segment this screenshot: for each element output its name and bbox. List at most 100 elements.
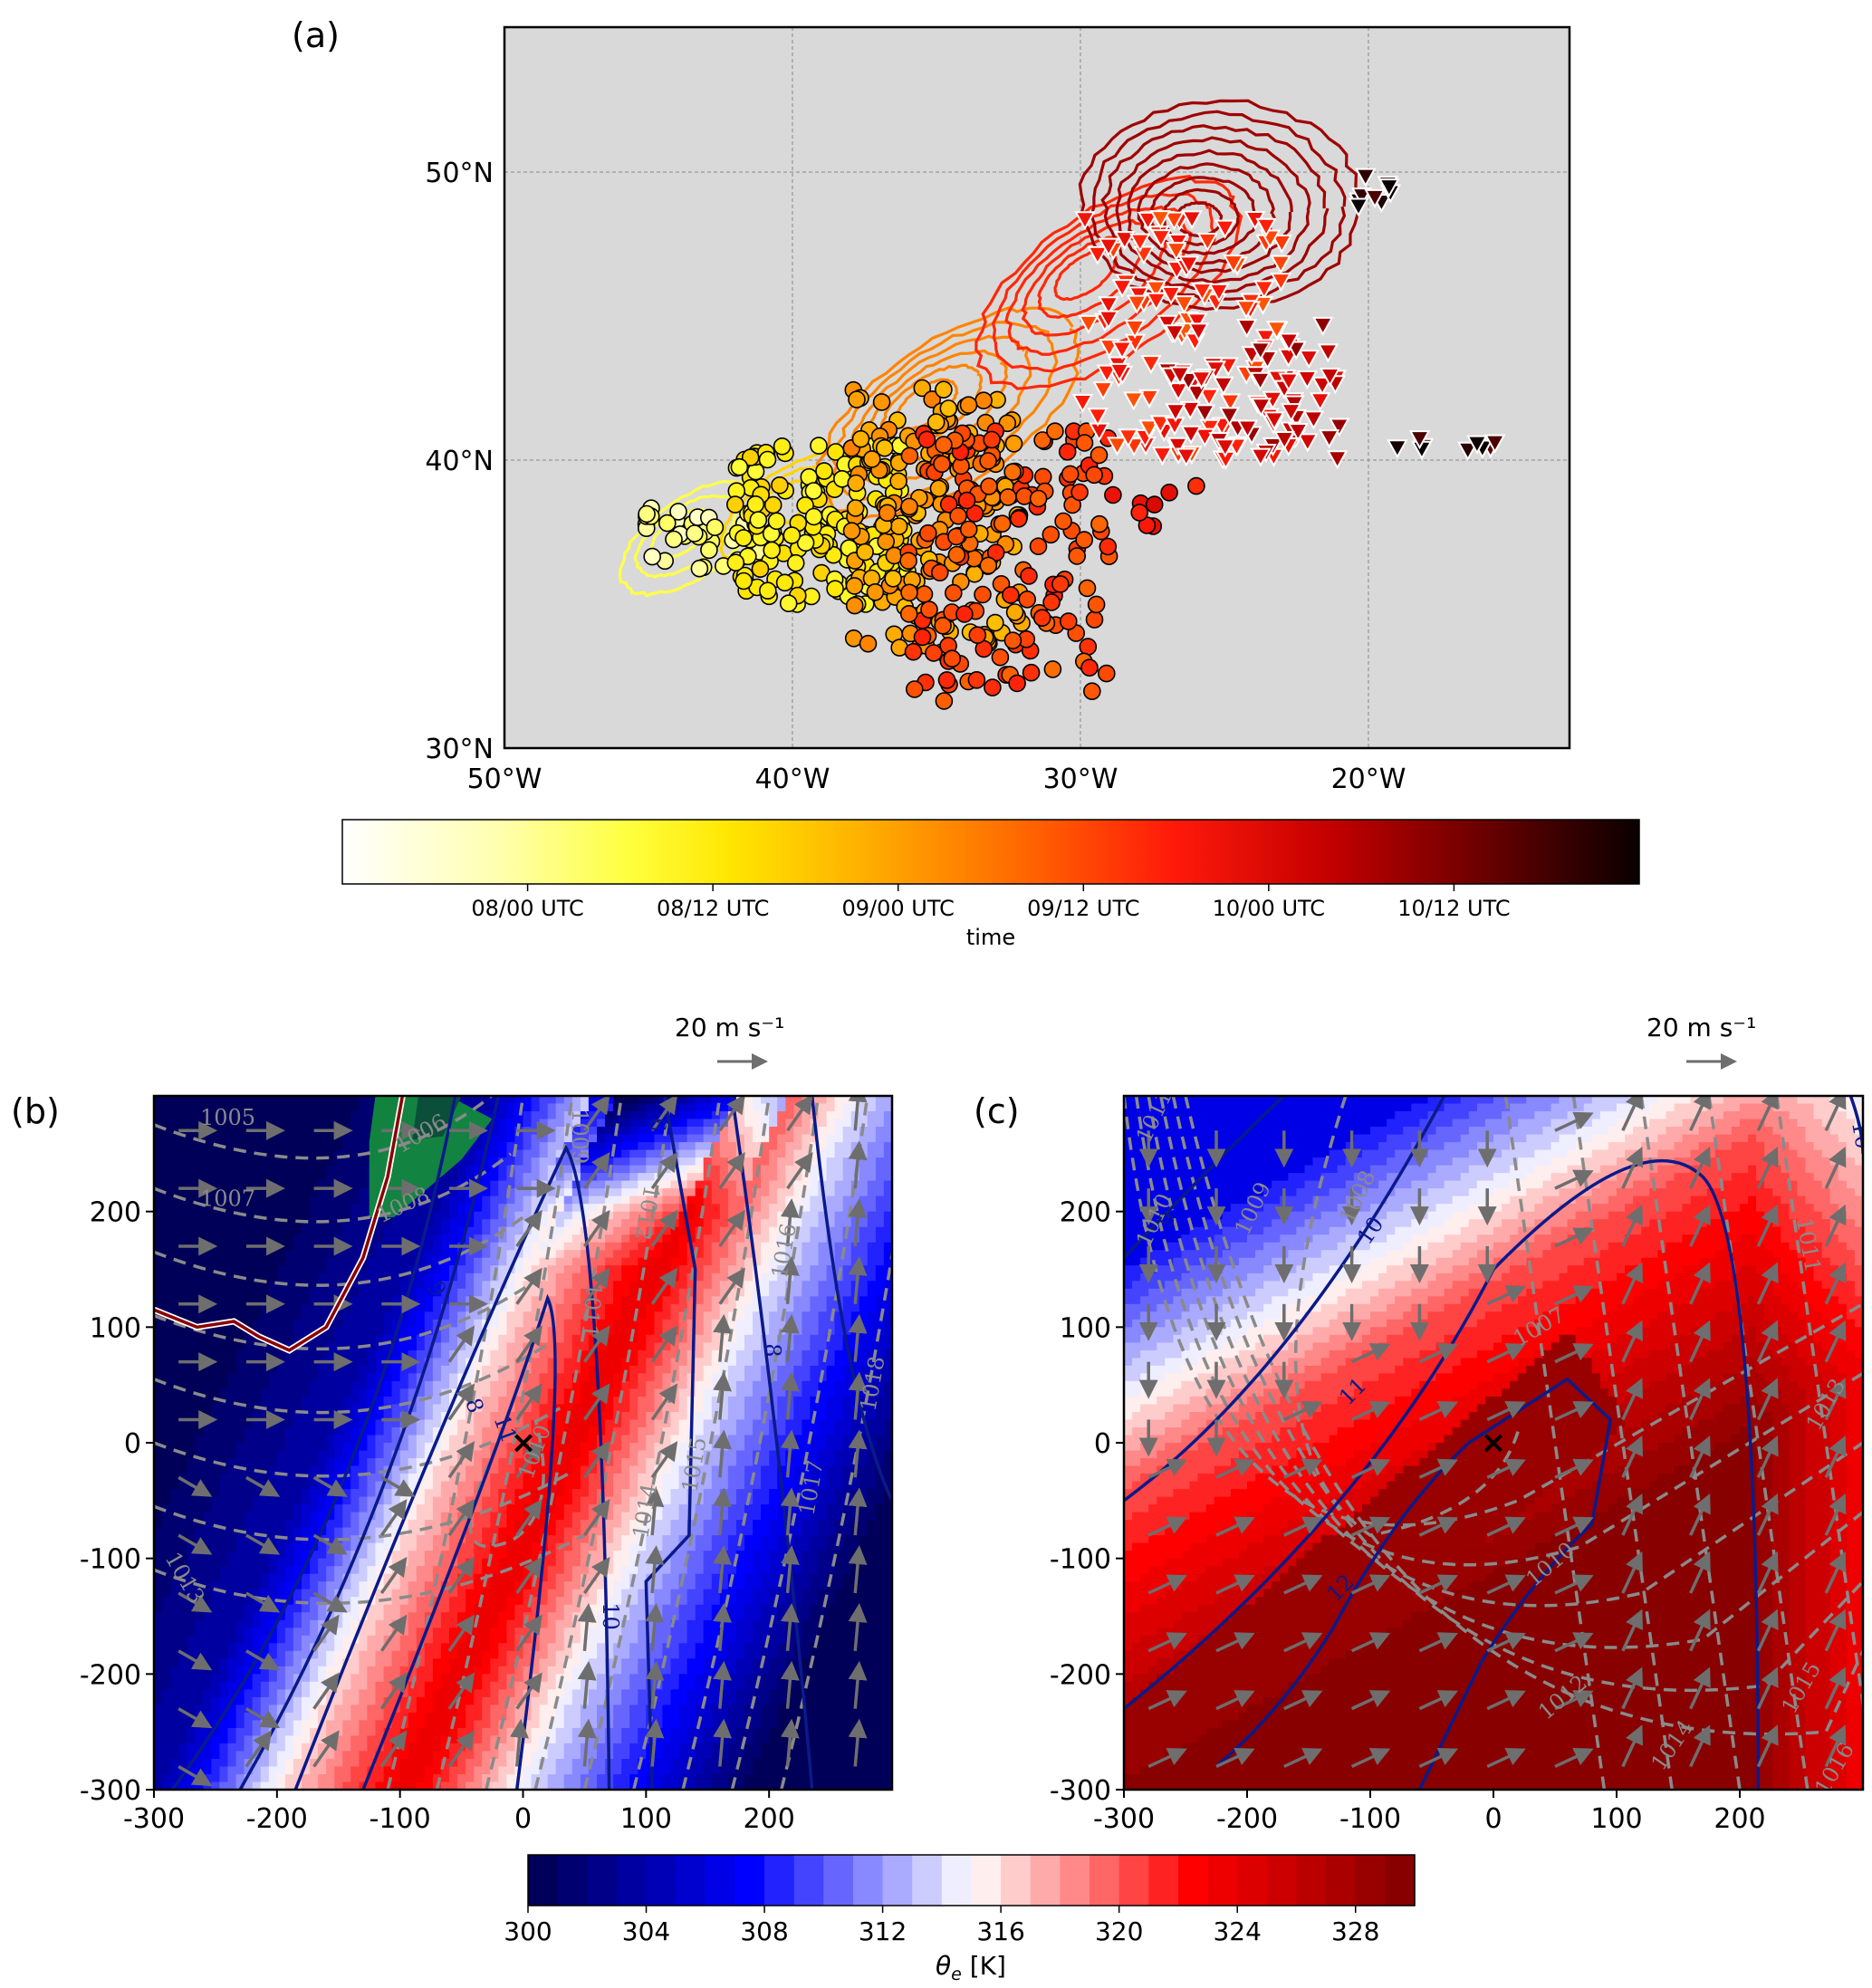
theta-e-cell [523,1204,533,1213]
theta-e-cell [284,1157,294,1167]
theta-e-cell [350,1589,360,1598]
theta-e-cell [178,1542,187,1551]
trajectory-end-point [1096,364,1118,384]
theta-e-cell [227,1242,237,1251]
time-colorbar-tick-label: 10/12 UTC [1397,896,1510,921]
theta-e-cell [178,1119,187,1128]
trajectory-start-point [1098,664,1116,683]
trajectory-start-point [935,380,953,399]
theta-e-cell [523,1650,533,1659]
theta-e-cell [391,1496,401,1505]
theta-e-cell [359,1142,368,1151]
theta-e-cell [154,1635,163,1644]
trajectory-start-point [730,457,749,476]
theta-e-cell [457,1496,466,1505]
theta-e-cell [211,1450,220,1459]
theta-e-cell [284,1412,294,1420]
trajectory-start-point [1002,586,1020,604]
theta-e-cell [203,1288,212,1297]
theta-e-cell [302,1566,311,1575]
theta-e-cell [449,1303,458,1312]
theta-e-cell [514,1696,523,1705]
theta-e-cell [268,1096,278,1104]
theta-e-cell [350,1342,360,1351]
theta-e-cell [399,1597,409,1606]
theta-e-cell [219,1666,228,1675]
theta-e-cell [162,1226,171,1235]
trajectory-start-point [842,522,861,541]
theta-e-cell [293,1142,302,1151]
theta-e-cell [375,1727,385,1736]
theta-e-cell [383,1334,393,1343]
theta-e-cell [211,1650,220,1659]
theta-e-cell [440,1450,450,1459]
theta-e-cell [367,1273,376,1282]
theta-e-cell [359,1188,368,1197]
theta-e-cell [449,1474,458,1482]
theta-e-cell [408,1204,418,1213]
theta-e-cell [424,1404,434,1413]
theta-e-cell [162,1303,171,1312]
theta-e-cell [350,1396,360,1405]
theta-e-cell [506,1551,515,1560]
theta-e-cell [235,1303,245,1312]
theta-e-cell [244,1412,254,1420]
theta-e-cell [514,1458,523,1466]
theta-e-cell [367,1365,376,1374]
theta-e-cell [252,1496,262,1505]
theta-e-cell [482,1589,491,1598]
theta-e-cell [219,1650,228,1659]
theta-e-cell [506,1489,515,1498]
mslp-contour [1078,99,1365,312]
theta-e-cell [227,1681,237,1690]
trajectory-end-point [1157,314,1178,334]
theta-e-cell [154,1180,163,1189]
theta-e-cell [195,1666,204,1675]
theta-e-cell [235,1759,245,1767]
trajectory-end-point [1311,376,1333,396]
theta-e-cell [523,1419,533,1428]
theta-e-cell [383,1542,393,1551]
theta-e-cell [318,1481,327,1490]
theta-e-cell [440,1334,450,1343]
theta-e-cell [391,1319,401,1328]
theta-e-cell [506,1759,515,1767]
theta-e-cell [383,1435,393,1444]
theta-e-cell [514,1349,523,1359]
theta-e-cell [466,1573,475,1582]
theta-e-cell [490,1327,499,1336]
theta-e-cell [334,1465,343,1474]
theta-e-cell [203,1149,212,1158]
theta-e-cell [195,1674,204,1683]
theta-e-cell [203,1257,212,1266]
mslp-contour [815,306,1080,522]
theta-e-cell [375,1496,385,1505]
trajectory-end-point [1457,441,1479,461]
theta-e-cell [162,1759,171,1767]
trajectory-end-point [1253,280,1275,300]
theta-e-cell [252,1527,262,1536]
theta-e-cell [359,1573,368,1582]
theta-e-cell [482,1643,491,1652]
theta-e-cell [466,1319,475,1328]
theta-e-cell [326,1782,335,1790]
theta-e-cell [490,1142,499,1151]
theta-e-cell [399,1666,409,1675]
theta-e-cell [162,1427,171,1436]
theta-e-cell [211,1489,220,1498]
theta-e-cell [490,1358,499,1367]
theta-e-cell [408,1782,418,1790]
theta-e-cell [244,1149,254,1158]
theta-e-cell [268,1474,278,1482]
theta-e-cell [211,1504,220,1513]
theta-e-cell [359,1658,368,1667]
theta-e-cell [260,1157,270,1167]
theta-e-cell [154,1551,163,1560]
theta-e-cell [211,1619,220,1628]
theta-e-cell [219,1349,228,1359]
theta-e-cell [276,1157,286,1167]
theta-e-cell [170,1419,179,1428]
theta-e-cell [334,1727,343,1736]
theta-e-cell [342,1311,351,1321]
theta-e-cell [170,1119,179,1128]
